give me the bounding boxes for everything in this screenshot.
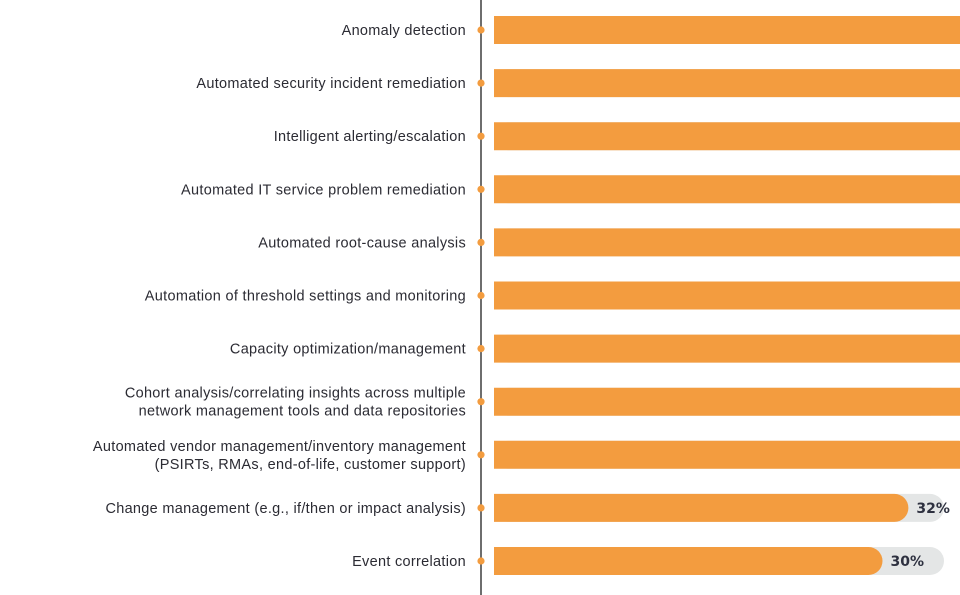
category-label-line: Automation of threshold settings and mon…: [145, 289, 466, 305]
value-label: 30%: [891, 554, 925, 570]
category-label: Intelligent alerting/escalation: [274, 129, 466, 145]
bar-row: 32% Change management (e.g., if/then or i…: [105, 493, 950, 522]
category-label-line: Automated vendor management/inventory ma…: [93, 439, 466, 455]
bar: [494, 16, 960, 44]
bar-row: 39%Cohort analysis/correlating insights …: [125, 386, 960, 420]
category-label: Anomaly detection: [342, 23, 466, 39]
axis-marker: [477, 557, 485, 565]
category-label-line: Automated root-cause analysis: [258, 235, 466, 251]
bar-row: 53%Intelligent alerting/escalation: [274, 122, 960, 151]
bar: [494, 69, 960, 98]
bar: [494, 547, 883, 575]
bar-row: 52%Automated IT service problem remediat…: [181, 175, 960, 204]
category-label: Capacity optimization/management: [230, 342, 466, 358]
bar-row: 55%Automated security incident remediati…: [196, 69, 960, 98]
category-label: Cohort analysis/correlating insights acr…: [125, 386, 466, 420]
axis-marker: [477, 451, 485, 459]
bar-row: 37%Automated vendor management/inventory…: [93, 439, 960, 473]
category-label-line: (PSIRTs, RMAs, end-of-life, customer sup…: [155, 457, 466, 473]
category-label: Automated root-cause analysis: [258, 235, 466, 251]
axis-marker: [477, 185, 485, 193]
bar: [494, 440, 960, 469]
category-label: Automation of threshold settings and mon…: [145, 289, 466, 305]
category-label: Event correlation: [352, 554, 466, 570]
category-label: Automated vendor management/inventory ma…: [93, 439, 466, 473]
category-label-line: Automated security incident remediation: [196, 76, 466, 92]
category-label-line: Change management (e.g., if/then or impa…: [105, 501, 466, 517]
bar-row: 43%Capacity optimization/management: [230, 334, 960, 363]
axis-marker: [477, 79, 485, 87]
bar: [494, 175, 960, 204]
bar: [494, 122, 960, 151]
bar: [494, 228, 960, 257]
category-label-line: Intelligent alerting/escalation: [274, 129, 466, 145]
bar: [494, 281, 960, 310]
bar-row: 30% Event correlation: [352, 547, 944, 575]
category-label-line: Capacity optimization/management: [230, 342, 466, 358]
category-label-line: Automated IT service problem remediation: [181, 182, 466, 198]
axis-marker: [477, 238, 485, 246]
category-label: Automated security incident remediation: [196, 76, 466, 92]
axis-marker: [477, 345, 485, 353]
axis-marker: [477, 398, 485, 406]
bar: [494, 387, 960, 416]
bar: [494, 334, 960, 363]
category-label: Automated IT service problem remediation: [181, 182, 466, 198]
axis-marker: [477, 504, 485, 512]
bar: [494, 493, 909, 522]
axis-marker: [477, 26, 485, 34]
category-label-line: network management tools and data reposi…: [139, 404, 466, 420]
value-label: 32%: [916, 501, 950, 517]
category-label: Change management (e.g., if/then or impa…: [105, 501, 466, 517]
bar-row: 44%Automated root-cause analysis: [258, 228, 960, 257]
category-label-line: Anomaly detection: [342, 23, 466, 39]
bar-row: 44%Automation of threshold settings and …: [145, 281, 960, 310]
axis-marker: [477, 132, 485, 140]
bar-row: 56%Anomaly detection: [342, 16, 960, 44]
axis-marker: [477, 291, 485, 300]
bar-rows: 56%Anomaly detection 55%Automated securit…: [93, 16, 960, 575]
category-label-line: Event correlation: [352, 554, 466, 570]
category-label-line: Cohort analysis/correlating insights acr…: [125, 386, 466, 402]
